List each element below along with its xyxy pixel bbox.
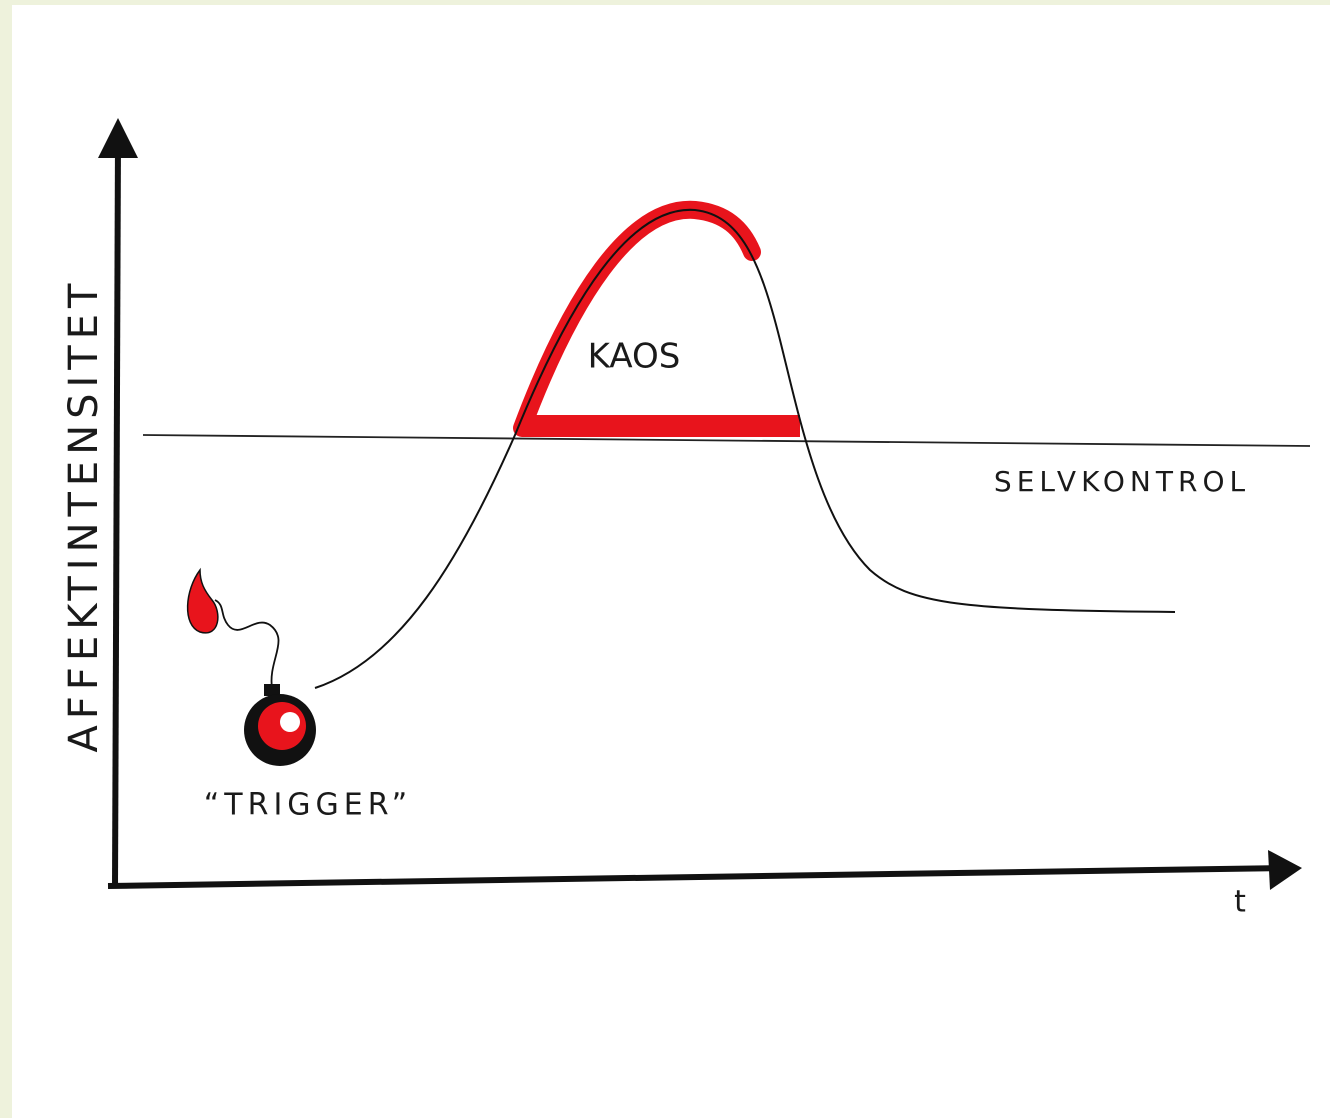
chaos-label: KAOS [588, 337, 681, 377]
trigger-label: “TRIGGER” [204, 788, 412, 823]
y-axis [115, 140, 118, 888]
x-axis-label: t [1234, 885, 1246, 920]
diagram: AFFEKTINTENSITET KAOS SELVKONTROL “TRIGG… [0, 0, 1330, 1118]
bomb-shine [280, 712, 300, 732]
page: {"y_axis_label": "AFFEKTINTENSITET", "x_… [0, 0, 1330, 1118]
self-control-label: SELVKONTROL [994, 465, 1250, 498]
chaos-base [522, 415, 800, 437]
y-axis-label: AFFEKTINTENSITET [61, 278, 107, 753]
paper [12, 5, 1330, 1118]
